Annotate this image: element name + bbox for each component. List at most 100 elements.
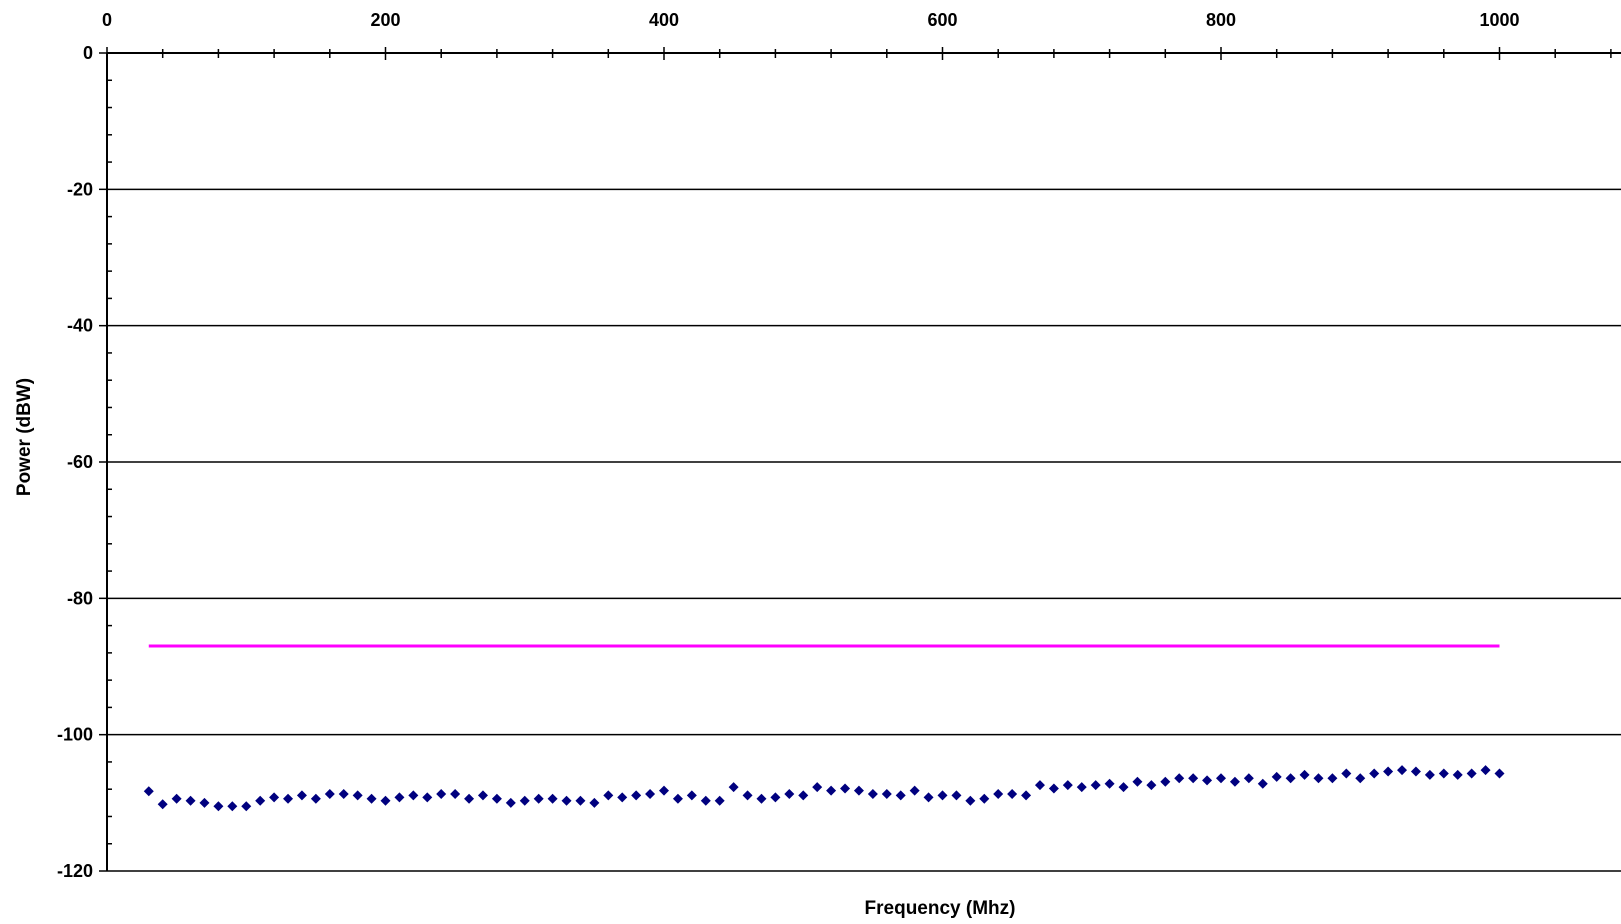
y-tick-label: -80 <box>67 588 93 608</box>
data-point <box>171 793 182 804</box>
data-point <box>241 801 252 812</box>
data-point <box>1021 790 1032 801</box>
data-point <box>1369 768 1380 779</box>
y-axis-ticks: 0 -20 -40 -60 -80 -100 -120 <box>57 43 112 881</box>
data-point <box>937 790 948 801</box>
data-point <box>881 788 892 799</box>
data-point <box>1438 768 1449 779</box>
data-point <box>909 785 920 796</box>
data-point <box>324 788 335 799</box>
data-point <box>1313 773 1324 784</box>
data-point <box>1188 773 1199 784</box>
y-axis-title: Power (dBW) <box>14 378 35 496</box>
data-point <box>923 792 934 803</box>
data-point <box>450 788 461 799</box>
data-point <box>1048 783 1059 794</box>
data-point <box>784 788 795 799</box>
data-point <box>477 790 488 801</box>
data-point <box>227 801 238 812</box>
data-point <box>1132 776 1143 787</box>
data-point <box>185 795 196 806</box>
data-point <box>1202 775 1213 786</box>
horizontal-gridlines <box>107 188 1621 872</box>
data-point <box>561 795 572 806</box>
data-point <box>1007 788 1018 799</box>
data-point <box>408 790 419 801</box>
data-point <box>1257 778 1268 789</box>
data-point <box>979 793 990 804</box>
data-point <box>1271 771 1282 782</box>
data-point <box>1090 780 1101 791</box>
data-point <box>1076 782 1087 793</box>
data-point <box>1341 768 1352 779</box>
plot-series <box>143 644 1505 812</box>
data-point <box>1118 782 1129 793</box>
data-point <box>1355 773 1366 784</box>
data-point <box>700 795 711 806</box>
data-point <box>951 790 962 801</box>
data-point <box>352 790 363 801</box>
data-point <box>812 782 823 793</box>
data-point <box>283 793 294 804</box>
data-point <box>366 793 377 804</box>
data-point <box>895 790 906 801</box>
data-point <box>213 801 224 812</box>
data-point <box>533 793 544 804</box>
data-point <box>255 795 266 806</box>
data-point <box>519 795 530 806</box>
y-tick-label: 0 <box>83 43 93 63</box>
data-point <box>436 788 447 799</box>
data-point <box>1480 765 1491 776</box>
data-point <box>1062 780 1073 791</box>
y-tick-label: -120 <box>57 861 93 881</box>
data-point <box>1410 766 1421 777</box>
data-point <box>798 790 809 801</box>
y-tick-label: -20 <box>67 179 93 199</box>
data-point <box>645 788 656 799</box>
data-point <box>464 793 475 804</box>
data-point <box>1034 780 1045 791</box>
data-point <box>269 792 280 803</box>
data-point <box>756 793 767 804</box>
data-point <box>1466 768 1477 779</box>
y-tick-label: -60 <box>67 452 93 472</box>
data-point <box>491 793 502 804</box>
data-point <box>547 793 558 804</box>
data-point <box>310 793 321 804</box>
data-point <box>867 788 878 799</box>
data-point <box>1243 773 1254 784</box>
data-point <box>296 790 307 801</box>
data-point <box>770 792 781 803</box>
data-point <box>422 792 433 803</box>
data-point <box>143 786 154 797</box>
data-point <box>993 788 1004 799</box>
y-tick-label: -100 <box>57 725 93 745</box>
data-point <box>686 790 697 801</box>
data-point <box>575 795 586 806</box>
data-point <box>1174 773 1185 784</box>
data-point <box>840 783 851 794</box>
data-point <box>853 785 864 796</box>
data-point <box>1104 778 1115 789</box>
x-tick-label: 200 <box>370 10 400 30</box>
data-point <box>1299 769 1310 780</box>
data-point <box>380 795 391 806</box>
data-point <box>1452 769 1463 780</box>
data-point <box>742 790 753 801</box>
data-point <box>603 790 614 801</box>
data-point <box>728 782 739 793</box>
data-point <box>1216 773 1226 784</box>
data-point <box>826 785 837 796</box>
x-tick-label: 400 <box>649 10 679 30</box>
data-point <box>1160 776 1171 787</box>
data-point <box>505 797 516 808</box>
data-point <box>631 790 642 801</box>
data-point <box>1397 765 1408 776</box>
x-tick-label: 1000 <box>1479 10 1519 30</box>
data-point <box>394 792 405 803</box>
x-axis-ticks: 0 200 400 600 800 1000 <box>102 10 1612 60</box>
data-point <box>1229 776 1240 787</box>
data-point <box>1424 769 1435 780</box>
data-point <box>1494 768 1505 779</box>
data-point <box>965 795 976 806</box>
